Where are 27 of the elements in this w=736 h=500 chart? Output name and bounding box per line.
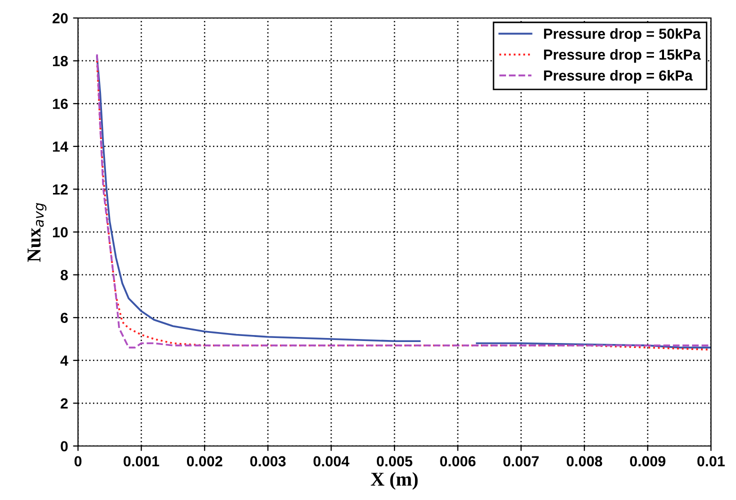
y-tick-label: 8 (60, 270, 68, 280)
x-tick-label: 0.003 (250, 456, 286, 466)
x-tick-label: 0 (74, 456, 82, 466)
legend-label: Pressure drop = 15kPa (544, 49, 701, 63)
y-tick-label: 0 (60, 441, 68, 452)
x-tick-label: 0.005 (376, 456, 412, 466)
y-axis-title: Nux$_{avg}$ (28, 202, 46, 262)
x-axis-title: X (m) (370, 472, 418, 490)
legend-label: Pressure drop = 6kPa (544, 70, 693, 84)
y-tick-label: 2 (60, 398, 68, 408)
y-tick-label: 16 (52, 98, 68, 110)
y-tick-label: 6 (60, 312, 68, 324)
x-tick-label: 0.008 (566, 456, 602, 466)
y-tick-label: 18 (52, 56, 68, 66)
y-tick-label: 14 (52, 142, 68, 152)
y-tick-label: 10 (52, 227, 68, 238)
x-tick-label: 0.01 (697, 456, 725, 466)
y-tick-label: 20 (52, 13, 68, 24)
x-tick-label: 0.009 (630, 456, 666, 466)
x-tick-label: 0.002 (186, 456, 222, 466)
x-tick-label: 0.004 (314, 456, 350, 466)
y-tick-label: 12 (52, 184, 68, 194)
x-tick-label: 0.001 (124, 456, 160, 466)
x-tick-label: 0.007 (503, 456, 539, 466)
legend-label: Pressure drop = 50kPa (544, 28, 701, 42)
y-tick-label: 4 (60, 356, 68, 366)
x-tick-label: 0.006 (440, 456, 476, 466)
